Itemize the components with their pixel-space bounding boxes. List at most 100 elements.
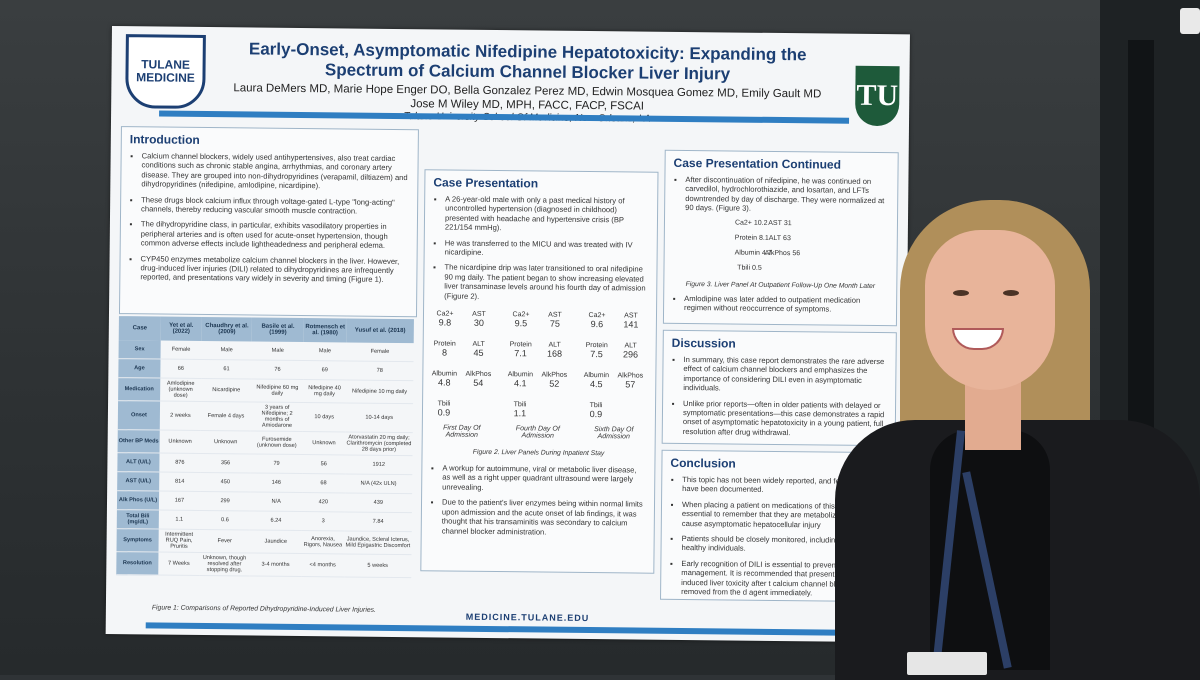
- tulane-shield-logo: TU: [854, 65, 900, 127]
- table-cell: 814: [159, 472, 201, 492]
- lab-value: ALT 63: [765, 234, 795, 242]
- lab-number: 52: [549, 378, 560, 389]
- table-cell: N/A: [250, 491, 303, 512]
- lab-number: 63: [783, 234, 791, 242]
- lab-value: Protein 7.5: [580, 342, 614, 359]
- table-cell: 56: [302, 454, 346, 474]
- table-row-header: Medication: [118, 377, 161, 402]
- table-cell: Nifedipine 60 mg daily: [251, 378, 304, 403]
- lab-number: 9.6: [590, 319, 604, 330]
- table-cell: Female 4 days: [200, 401, 252, 431]
- lab-number: 7.1: [514, 348, 527, 359]
- table-cell: 10 days: [302, 402, 346, 432]
- lab-number: 1.1: [513, 408, 527, 419]
- table-cell: 167: [158, 491, 201, 511]
- lab-number: 57: [625, 379, 636, 390]
- intro-bullet: The dihydropyridine class, in particular…: [141, 220, 409, 251]
- table-cell: 68: [302, 473, 345, 493]
- table-cell: 356: [200, 453, 251, 473]
- lab-value: AlkPhos 57: [613, 372, 647, 389]
- table-cell: 299: [199, 491, 251, 511]
- table-cell: 146: [250, 472, 303, 493]
- table-cell: Jaundice: [249, 529, 302, 554]
- lab-value: Tbili 1.1: [503, 401, 537, 418]
- lab-value: Albumin 4.7: [735, 249, 772, 256]
- lab-number: 0.9: [589, 409, 603, 420]
- table-row-header: Alk Phos (U/L): [116, 490, 160, 511]
- table-cell: Anorexia, Rigors, Nausea: [301, 530, 345, 554]
- table-cell: Nicardipine: [200, 378, 252, 402]
- table-cell: 79: [250, 453, 303, 474]
- lab-number: 296: [623, 349, 639, 360]
- table-row-header: Total Bili (mg/dL): [116, 509, 159, 530]
- lab-number: 31: [783, 219, 792, 227]
- lab-value: AlkPhos 54: [461, 371, 495, 388]
- table-cell: 10-14 days: [345, 402, 414, 433]
- table-cell: Nifedipine 40 mg daily: [303, 379, 346, 403]
- lab-number: 7.5: [590, 349, 603, 360]
- lab-value: ALT 45: [462, 341, 496, 358]
- tulane-medicine-logo: TULANE MEDICINE: [125, 34, 206, 109]
- lab-value: ALT 296: [614, 342, 648, 359]
- table-cell: 7 Weeks: [158, 552, 200, 576]
- table-row-header: Onset: [117, 400, 161, 431]
- lab-number: 56: [792, 249, 801, 257]
- lab-name: ALT: [768, 234, 782, 242]
- lab-number: 0.9: [437, 407, 451, 418]
- table-cell: Nifedipine 10 mg daily: [345, 379, 414, 404]
- lab-number: 4.5: [589, 379, 603, 390]
- table-row-header: ALT (U/L): [117, 452, 160, 473]
- case-presentation-section: Case Presentation A 26-year-old male wit…: [420, 169, 659, 574]
- lab-value: AST 30: [462, 311, 496, 328]
- lab-number: 8: [442, 347, 448, 358]
- table-row: Symptoms Intermittent RUQ Pain, Pruritis F…: [116, 528, 412, 555]
- lab-value: AST 141: [614, 312, 648, 329]
- intro-bullet: Calcium channel blockers, widely used an…: [141, 151, 409, 191]
- table-cell: Female: [346, 342, 414, 362]
- table-cell: Unknown, though resolved after stopping …: [199, 552, 250, 576]
- table-cell: Amlodipine (unknown dose): [160, 378, 202, 402]
- lab-number: 75: [549, 318, 560, 329]
- lab-number: 9.8: [438, 317, 452, 328]
- lab-number: 9.5: [514, 318, 528, 329]
- table-cell: 66: [160, 359, 202, 379]
- footer-url: MEDICINE.TULANE.EDU: [465, 611, 590, 624]
- table-cell: Furosemide (unknown dose): [250, 430, 303, 455]
- table-cell: Fever: [199, 529, 251, 553]
- lab-value: Ca2+ 9.5: [504, 311, 538, 328]
- lab-name: AlkPhos: [764, 249, 791, 257]
- table-cell: Unknown: [159, 430, 201, 454]
- table-row-header: Sex: [118, 340, 161, 360]
- footer-bar: [145, 622, 846, 636]
- intro-bullet: These drugs block calcium influx through…: [141, 195, 409, 217]
- table-cell: 6.24: [250, 510, 302, 531]
- lab-value: Tbili 0.5: [734, 264, 764, 271]
- lab-name: Tbili: [737, 264, 751, 272]
- table-row: Medication Amlodipine (unknown dose) Nicar…: [118, 377, 414, 404]
- research-poster: TULANE MEDICINE Early-Onset, Asymptomati…: [105, 26, 910, 643]
- paper-corner: [1180, 8, 1200, 34]
- table-cell: 1912: [344, 454, 413, 475]
- table-cell: 876: [159, 453, 201, 473]
- name-badge: [907, 652, 987, 675]
- lab-number: 45: [473, 347, 484, 358]
- lab-value: Albumin 4.5: [579, 372, 613, 389]
- presenter-face: [925, 230, 1055, 390]
- lab-value: Tbili 0.9: [579, 402, 613, 419]
- table-cell: 450: [200, 472, 251, 492]
- presenter-eye: [953, 290, 969, 296]
- lab-value: Albumin 4.1: [503, 371, 537, 388]
- panel-day-label: First Day Of Admission: [443, 424, 481, 439]
- table-cell: <4 months: [301, 553, 345, 577]
- figure-1-caption: Figure 1: Comparisons of Reported Dihydr…: [151, 604, 376, 614]
- table-cell: Jaundice, Scleral Icterus, Mild Epigastr…: [344, 530, 412, 555]
- board-post: [1128, 40, 1154, 460]
- lab-number: 30: [473, 317, 484, 328]
- presenter-neck: [965, 380, 1021, 450]
- liver-panels: Ca2+ 9.8 AST 30 Protein 8 ALT 45 Albumin 4.8 AlkPh…: [423, 306, 656, 448]
- table-cell: Male: [251, 341, 304, 361]
- table-cell: 0.6: [199, 510, 251, 530]
- table-cell: 3 years of Nifedipine; 2 months of Amiod…: [251, 401, 304, 432]
- table-cell: 439: [344, 492, 413, 513]
- lab-value: Protein 8: [428, 340, 462, 357]
